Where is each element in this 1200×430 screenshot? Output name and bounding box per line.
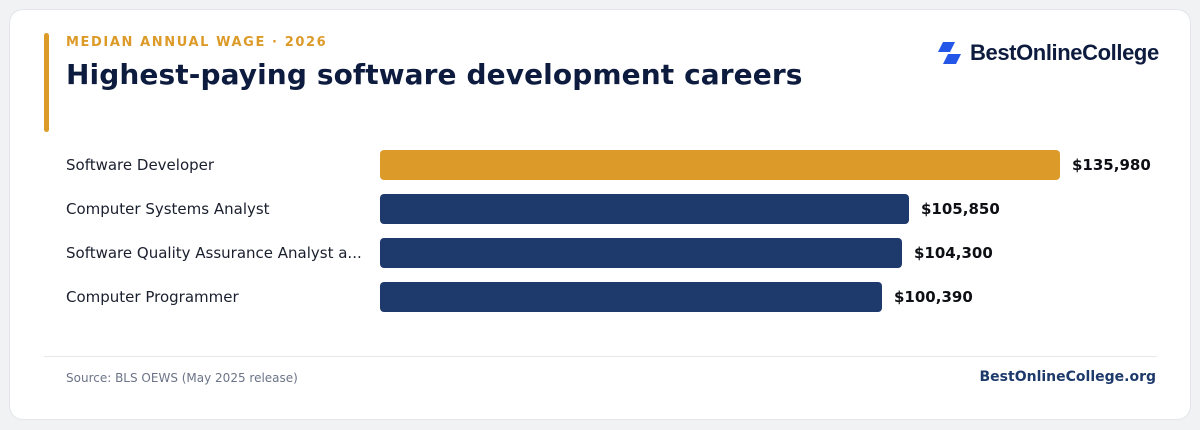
footer-divider [44,356,1157,357]
brand-logo[interactable]: BestOnlineCollege [936,40,1159,66]
bar [380,282,882,312]
category-label: Software Quality Assurance Analyst a... [66,244,362,262]
bar-row: Software Developer $135,980 [0,150,1200,180]
bar [380,194,909,224]
chart-title: Highest-paying software development care… [66,58,803,91]
value-label: $100,390 [894,288,973,306]
bar-row: Software Quality Assurance Analyst a... $… [0,238,1200,268]
value-label: $135,980 [1072,156,1151,174]
value-label: $104,300 [914,244,993,262]
brand-logo-text: BestOnlineCollege [970,40,1159,65]
stacked-parallelogram-logo-icon [938,42,961,64]
category-label: Software Developer [66,156,215,174]
value-label: $105,850 [921,200,1000,218]
header-accent-bar [44,33,49,132]
bar [380,238,902,268]
bar [380,150,1060,180]
category-label: Computer Programmer [66,288,239,306]
category-label: Computer Systems Analyst [66,200,270,218]
chart-subtitle: MEDIAN ANNUAL WAGE · 2026 [66,35,328,50]
bar-row: Computer Programmer $100,390 [0,282,1200,312]
bar-row: Computer Systems Analyst $105,850 [0,194,1200,224]
site-link[interactable]: BestOnlineCollege.org [979,369,1156,385]
source-note: Source: BLS OEWS (May 2025 release) [66,371,298,385]
